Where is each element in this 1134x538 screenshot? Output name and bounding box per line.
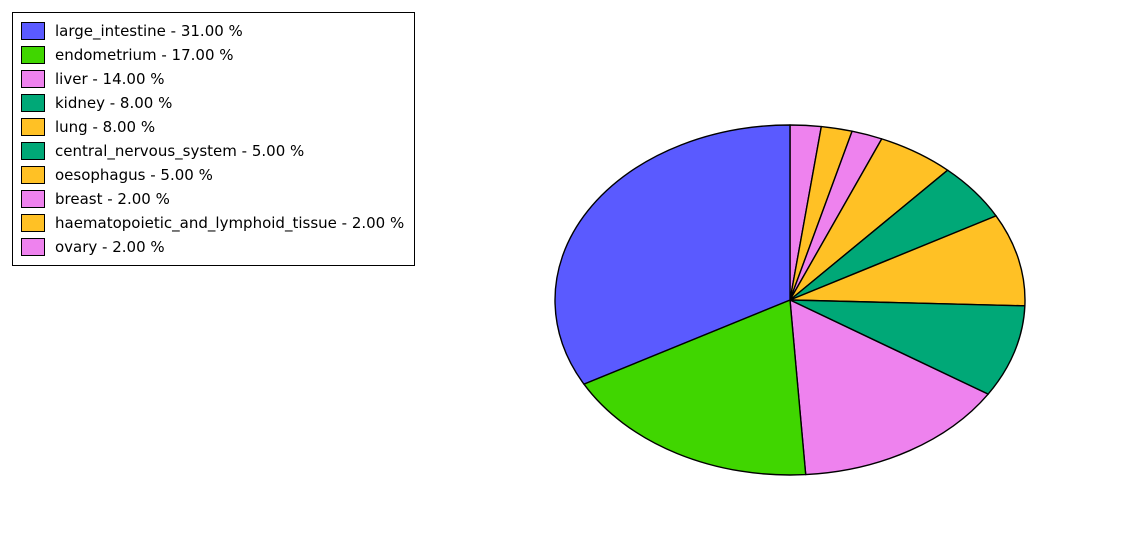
legend-swatch xyxy=(21,22,45,40)
legend-swatch xyxy=(21,166,45,184)
legend-label: large_intestine - 31.00 % xyxy=(55,22,243,40)
legend-item: large_intestine - 31.00 % xyxy=(21,19,404,43)
legend-item: oesophagus - 5.00 % xyxy=(21,163,404,187)
legend-swatch xyxy=(21,142,45,160)
legend-swatch xyxy=(21,238,45,256)
legend-item: breast - 2.00 % xyxy=(21,187,404,211)
legend-label: oesophagus - 5.00 % xyxy=(55,166,213,184)
legend-swatch xyxy=(21,118,45,136)
legend-swatch xyxy=(21,94,45,112)
legend-label: lung - 8.00 % xyxy=(55,118,155,136)
legend-label: endometrium - 17.00 % xyxy=(55,46,234,64)
legend-item: kidney - 8.00 % xyxy=(21,91,404,115)
legend-label: breast - 2.00 % xyxy=(55,190,170,208)
legend-label: central_nervous_system - 5.00 % xyxy=(55,142,304,160)
legend-label: ovary - 2.00 % xyxy=(55,238,165,256)
legend-label: haematopoietic_and_lymphoid_tissue - 2.0… xyxy=(55,214,404,232)
pie-chart xyxy=(553,123,1027,477)
legend-swatch xyxy=(21,214,45,232)
legend-swatch xyxy=(21,70,45,88)
legend-item: liver - 14.00 % xyxy=(21,67,404,91)
legend-swatch xyxy=(21,46,45,64)
legend-label: kidney - 8.00 % xyxy=(55,94,172,112)
legend-box: large_intestine - 31.00 % endometrium - 1… xyxy=(12,12,415,266)
legend-item: ovary - 2.00 % xyxy=(21,235,404,259)
legend-item: lung - 8.00 % xyxy=(21,115,404,139)
figure-canvas: large_intestine - 31.00 % endometrium - 1… xyxy=(0,0,1134,538)
legend-swatch xyxy=(21,190,45,208)
legend-item: central_nervous_system - 5.00 % xyxy=(21,139,404,163)
legend-label: liver - 14.00 % xyxy=(55,70,165,88)
legend-item: haematopoietic_and_lymphoid_tissue - 2.0… xyxy=(21,211,404,235)
legend-item: endometrium - 17.00 % xyxy=(21,43,404,67)
